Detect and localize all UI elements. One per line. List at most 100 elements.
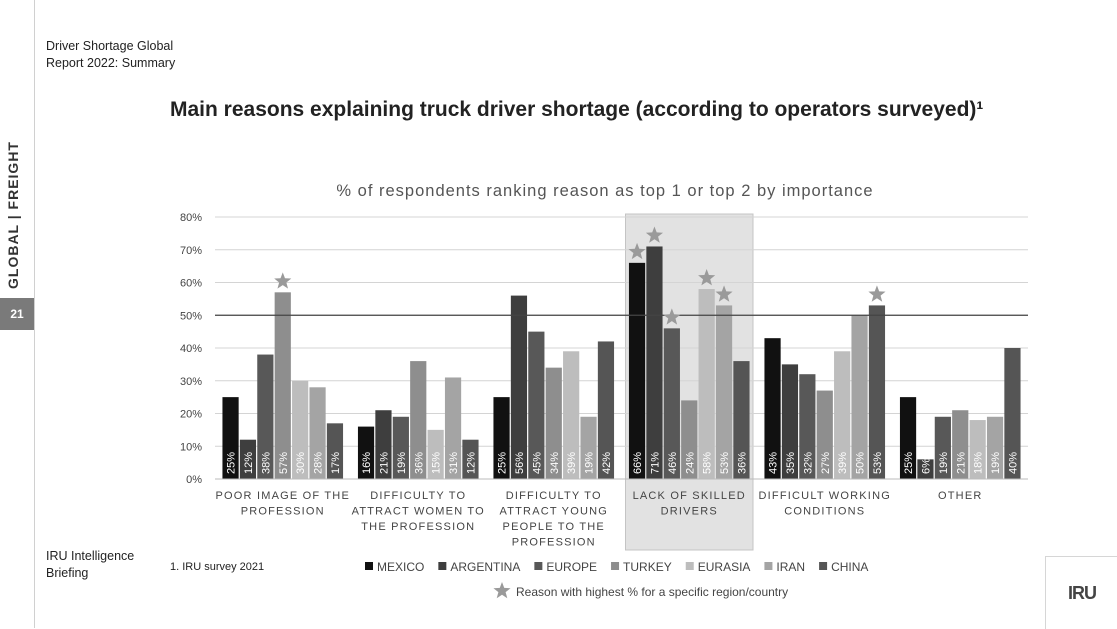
value-label: 19% xyxy=(990,452,1002,474)
bar xyxy=(392,416,409,479)
y-tick-label: 20% xyxy=(180,409,202,421)
star-icon xyxy=(715,285,733,302)
bar xyxy=(309,387,326,479)
legend-label: CHINA xyxy=(831,560,868,574)
bar xyxy=(1004,348,1021,479)
bar xyxy=(868,305,886,479)
value-label: 56% xyxy=(514,452,526,474)
value-label: 19% xyxy=(938,452,950,474)
value-label: 31% xyxy=(448,452,460,474)
value-label: 16% xyxy=(361,452,373,474)
value-label: 46% xyxy=(667,452,679,474)
star-icon xyxy=(663,308,681,325)
bar xyxy=(357,426,375,479)
category-label: ATTRACT YOUNG xyxy=(500,506,609,518)
value-label: 53% xyxy=(719,452,731,474)
bar xyxy=(899,397,917,479)
category-label: DIFFICULTY TO xyxy=(370,490,466,502)
bar xyxy=(969,420,986,479)
value-label: 42% xyxy=(601,452,613,474)
bar xyxy=(563,351,580,479)
bar xyxy=(681,400,698,479)
bar xyxy=(986,416,1004,479)
bar xyxy=(274,292,291,479)
bar xyxy=(410,361,427,479)
category-label: CONDITIONS xyxy=(784,506,865,518)
bar xyxy=(816,390,833,479)
star-icon xyxy=(868,285,886,302)
bar xyxy=(257,354,274,479)
bar xyxy=(764,338,781,479)
value-label: 66% xyxy=(632,452,644,474)
iru-logo-text: IRU xyxy=(1068,582,1097,603)
value-label: 12% xyxy=(243,452,255,474)
value-label: 57% xyxy=(278,452,290,474)
value-label: 50% xyxy=(855,452,867,474)
category-label: DIFFICULT WORKING xyxy=(759,490,891,502)
y-tick-label: 50% xyxy=(180,310,202,322)
value-label: 34% xyxy=(549,452,561,474)
y-tick-label: 40% xyxy=(180,343,202,355)
bar xyxy=(646,246,663,479)
bar xyxy=(698,289,715,479)
value-label: 39% xyxy=(837,452,849,474)
bar xyxy=(628,262,646,479)
value-label: 12% xyxy=(465,452,477,474)
bar xyxy=(239,439,257,479)
value-label: 38% xyxy=(260,452,272,474)
value-label: 24% xyxy=(684,452,696,474)
value-label: 30% xyxy=(295,452,307,474)
value-label: 15% xyxy=(431,452,443,474)
bar xyxy=(733,361,750,479)
briefing-label: IRU Intelligence Briefing xyxy=(46,549,135,580)
category-label: ATTRACT WOMEN TO xyxy=(352,506,485,518)
y-tick-label: 80% xyxy=(180,212,202,224)
bar xyxy=(952,410,969,479)
value-label: 71% xyxy=(649,452,661,474)
category-label: POOR IMAGE OF THE xyxy=(216,490,351,502)
value-label: 18% xyxy=(973,452,985,474)
bar xyxy=(917,459,934,479)
bar xyxy=(462,439,479,479)
bar xyxy=(545,367,562,479)
y-tick-label: 10% xyxy=(180,441,202,453)
value-label: 36% xyxy=(736,452,748,474)
bar xyxy=(427,429,444,479)
value-label: 19% xyxy=(584,452,596,474)
category-label: PEOPLE TO THE xyxy=(503,521,605,533)
star-icon xyxy=(274,272,292,289)
star-icon xyxy=(698,269,716,286)
value-label: 19% xyxy=(396,452,408,474)
category-label: DIFFICULTY TO xyxy=(506,490,602,502)
report-title: Driver Shortage Global Report 2022: Summ… xyxy=(46,39,176,70)
star-legend-label: Reason with highest % for a specific reg… xyxy=(516,585,788,599)
legend-label: TURKEY xyxy=(623,560,672,574)
value-label: 25% xyxy=(497,452,509,474)
value-label: 36% xyxy=(413,452,425,474)
bar xyxy=(799,374,816,479)
footnote: 1. IRU survey 2021 xyxy=(170,561,265,573)
legend-swatch xyxy=(764,562,773,570)
value-label: 21% xyxy=(378,452,390,474)
value-label: 40% xyxy=(1007,452,1019,474)
bar xyxy=(375,410,392,479)
page-number: 21 xyxy=(0,298,34,330)
bar xyxy=(663,328,680,479)
value-label: 6% xyxy=(920,458,932,474)
legend-label: ARGENTINA xyxy=(450,560,520,574)
star-icon xyxy=(628,242,646,260)
legend-swatch xyxy=(685,562,694,570)
legend-label: EURASIA xyxy=(698,560,751,574)
value-label: 53% xyxy=(872,452,884,474)
legend-swatch xyxy=(534,562,543,570)
bar xyxy=(528,331,545,479)
bar xyxy=(510,295,528,479)
category-label: DRIVERS xyxy=(661,506,718,518)
category-label: PROFESSION xyxy=(512,537,596,549)
bar xyxy=(292,380,309,479)
legend-swatch xyxy=(611,562,620,570)
value-label: 25% xyxy=(903,452,915,474)
value-label: 39% xyxy=(566,452,578,474)
value-label: 25% xyxy=(226,452,238,474)
